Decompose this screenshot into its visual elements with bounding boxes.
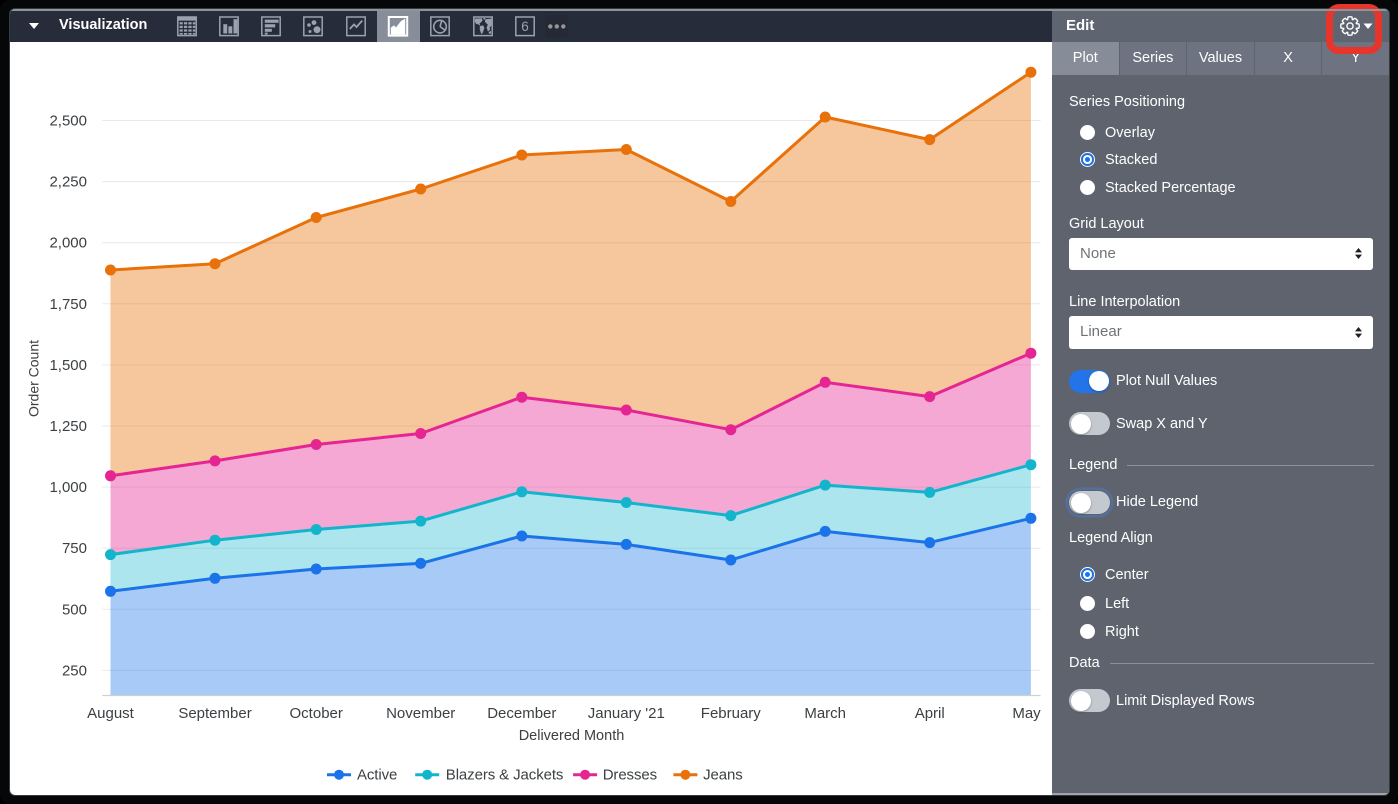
- svg-text:2,250: 2,250: [49, 174, 87, 191]
- svg-text:6: 6: [521, 19, 529, 34]
- svg-text:2,000: 2,000: [49, 235, 87, 252]
- svg-text:1,250: 1,250: [49, 418, 87, 435]
- svg-text:1,750: 1,750: [49, 296, 87, 313]
- svg-text:October: October: [290, 705, 343, 722]
- svg-text:December: December: [487, 705, 556, 722]
- svg-text:April: April: [915, 705, 945, 722]
- svg-text:Active: Active: [357, 767, 397, 784]
- svg-text:500: 500: [62, 601, 87, 618]
- svg-text:Dresses: Dresses: [603, 767, 657, 784]
- svg-text:March: March: [804, 705, 846, 722]
- svg-text:May: May: [1012, 705, 1041, 722]
- svg-text:1,000: 1,000: [49, 479, 87, 496]
- svg-text:November: November: [386, 705, 455, 722]
- svg-text:750: 750: [62, 540, 87, 557]
- svg-text:Jeans: Jeans: [703, 767, 743, 784]
- svg-text:February: February: [701, 705, 762, 722]
- svg-text:September: September: [178, 705, 251, 722]
- svg-text:2,500: 2,500: [49, 113, 87, 130]
- svg-text:Order Count: Order Count: [26, 340, 42, 417]
- svg-text:250: 250: [62, 662, 87, 679]
- svg-text:1,500: 1,500: [49, 357, 87, 374]
- svg-text:August: August: [87, 705, 135, 722]
- svg-text:Delivered Month: Delivered Month: [519, 728, 625, 744]
- svg-text:January '21: January '21: [588, 705, 665, 722]
- svg-text:Blazers & Jackets: Blazers & Jackets: [446, 767, 564, 784]
